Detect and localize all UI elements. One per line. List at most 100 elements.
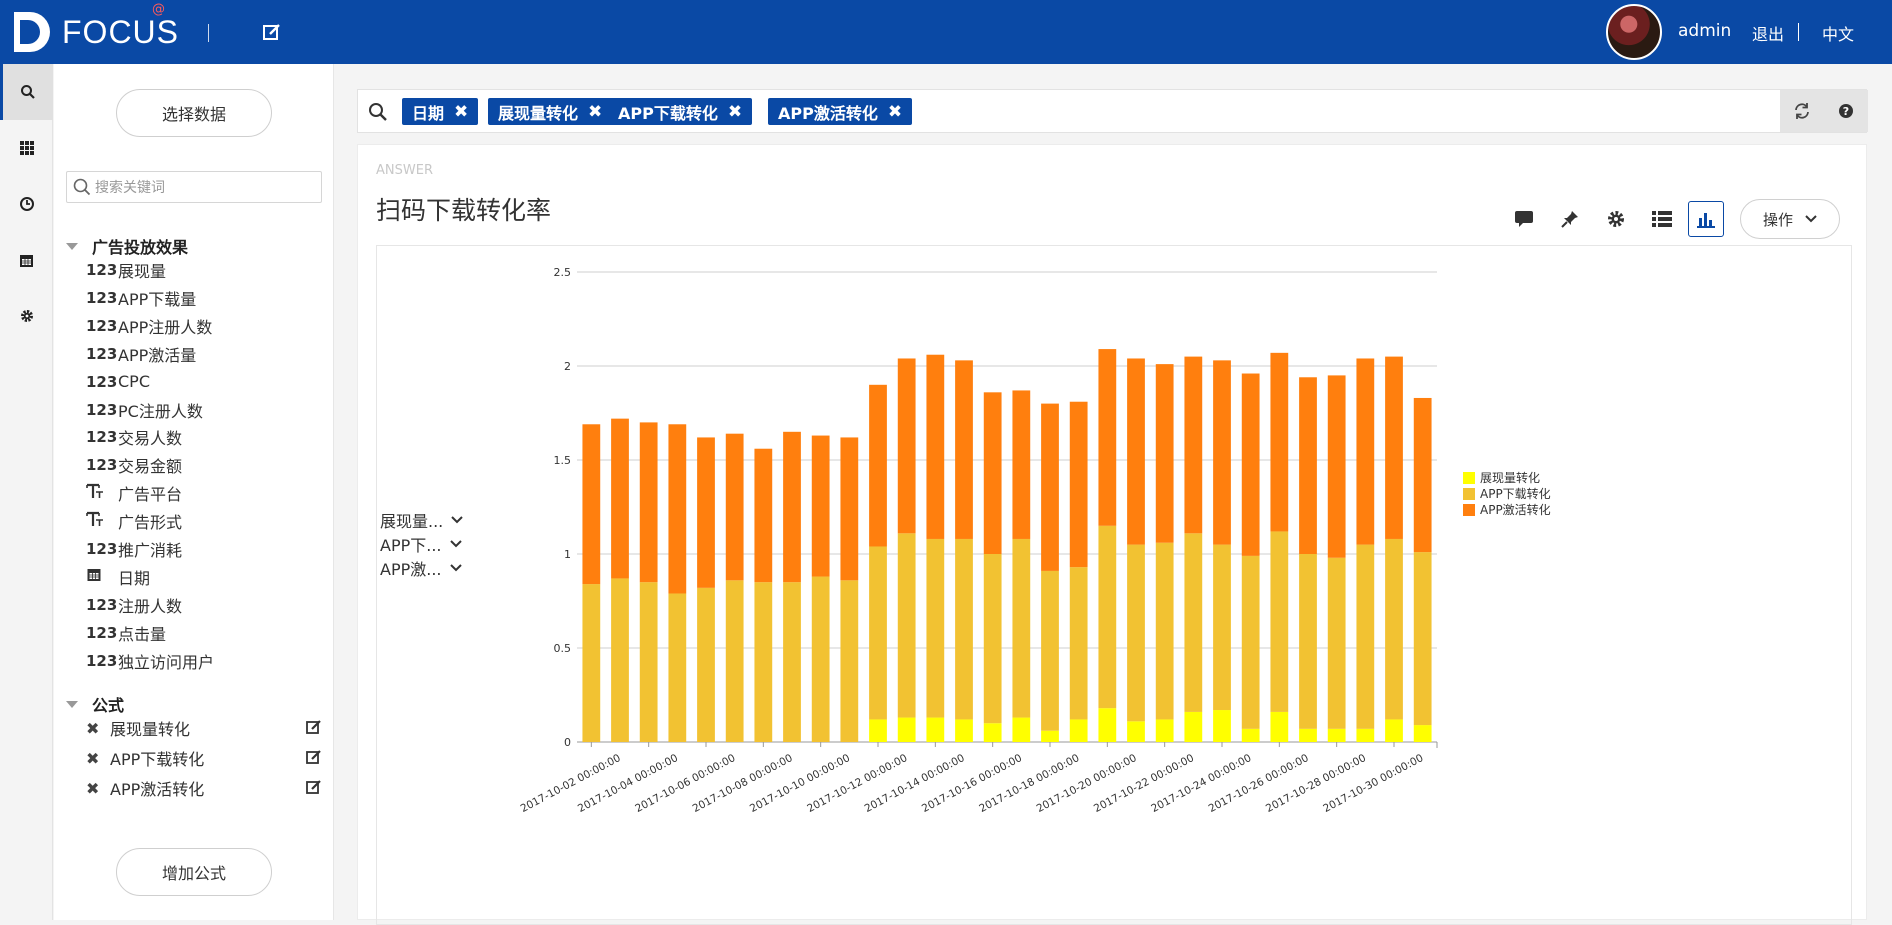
refresh-button[interactable] — [1780, 90, 1824, 132]
legend-label[interactable]: APP下载转化 — [1480, 486, 1551, 501]
legend-label[interactable]: APP激活转化 — [1480, 502, 1551, 517]
field-item[interactable]: 123 交易金额 — [86, 453, 182, 477]
legend-swatch[interactable] — [1463, 488, 1475, 500]
edit-icon[interactable] — [306, 749, 322, 765]
bar-segment[interactable] — [869, 546, 887, 720]
chart-view-button[interactable] — [1688, 201, 1724, 237]
bar-segment[interactable] — [1356, 358, 1375, 545]
remove-tag-icon[interactable]: ✖ — [727, 101, 743, 122]
help-button[interactable]: ? — [1824, 90, 1868, 132]
bar-segment[interactable] — [668, 593, 687, 742]
field-item[interactable]: 广告平台 — [86, 481, 182, 505]
bar-segment[interactable] — [1299, 728, 1317, 742]
field-item[interactable]: 广告形式 — [86, 509, 182, 533]
bar-segment[interactable] — [983, 554, 1002, 724]
bar-segment[interactable] — [1098, 349, 1117, 526]
bar-segment[interactable] — [1327, 375, 1346, 558]
bar-segment[interactable] — [926, 538, 945, 718]
rail-settings[interactable] — [0, 288, 53, 344]
rail-search[interactable] — [0, 64, 53, 120]
bar-segment[interactable] — [1184, 356, 1203, 534]
comment-button[interactable] — [1510, 205, 1538, 233]
field-item[interactable]: 123 点击量 — [86, 621, 166, 645]
bar-segment[interactable] — [1356, 544, 1375, 729]
bar-segment[interactable] — [1012, 717, 1031, 742]
bar-segment[interactable] — [1413, 552, 1432, 726]
bar-segment[interactable] — [1270, 531, 1289, 712]
bar-segment[interactable] — [1155, 542, 1174, 720]
bar-segment[interactable] — [1041, 403, 1059, 571]
bar-segment[interactable] — [725, 433, 744, 581]
bar-segment[interactable] — [1098, 708, 1117, 742]
logout-link[interactable]: 退出 — [1752, 25, 1785, 44]
bar-segment[interactable] — [869, 384, 887, 547]
field-item[interactable]: 123 独立访问用户 — [86, 649, 214, 673]
bar-segment[interactable] — [897, 533, 916, 718]
measure-selector[interactable]: 展现量... — [380, 508, 463, 532]
legend-swatch[interactable] — [1463, 504, 1475, 516]
group-formulas[interactable]: 公式 — [66, 692, 124, 716]
bar-segment[interactable] — [1356, 728, 1375, 742]
field-item[interactable]: 123 APP下载量 — [86, 286, 196, 310]
bar-segment[interactable] — [1327, 728, 1346, 742]
bar-segment[interactable] — [725, 580, 744, 742]
bar-segment[interactable] — [1069, 401, 1088, 568]
remove-formula-icon[interactable]: ✖ — [86, 748, 100, 768]
bar-segment[interactable] — [926, 354, 945, 539]
settings-button[interactable] — [1602, 205, 1630, 233]
remove-formula-icon[interactable]: ✖ — [86, 718, 100, 738]
query-tag[interactable]: APP下载转化 ✖ — [608, 98, 753, 125]
bar-segment[interactable] — [1241, 728, 1260, 742]
search-input[interactable] — [95, 178, 315, 198]
bar-segment[interactable] — [811, 576, 830, 742]
bar-segment[interactable] — [582, 584, 601, 742]
bar-segment[interactable] — [1385, 356, 1403, 539]
field-item[interactable]: 123 交易人数 — [86, 425, 182, 449]
field-item[interactable]: 日期 — [86, 565, 150, 589]
bar-segment[interactable] — [1041, 730, 1059, 742]
bar-segment[interactable] — [1241, 373, 1260, 556]
username[interactable]: admin — [1678, 21, 1732, 41]
bar-segment[interactable] — [611, 418, 629, 579]
logo[interactable]: FOCUS — [12, 10, 179, 54]
bar-segment[interactable] — [840, 580, 859, 742]
bar-segment[interactable] — [1127, 358, 1145, 545]
remove-tag-icon[interactable]: ✖ — [887, 101, 903, 122]
bar-segment[interactable] — [1413, 397, 1432, 553]
bar-segment[interactable] — [754, 448, 773, 583]
edit-icon[interactable] — [306, 779, 322, 795]
field-item[interactable]: 123 APP注册人数 — [86, 314, 212, 338]
bar-segment[interactable] — [783, 582, 801, 742]
query-tag[interactable]: APP激活转化 ✖ — [768, 98, 913, 125]
query-tag[interactable]: 日期 ✖ — [402, 98, 479, 125]
measure-selector[interactable]: APP下... — [380, 532, 462, 556]
operations-dropdown[interactable]: 操作 — [1740, 199, 1840, 239]
query-tag[interactable]: 展现量转化 ✖ — [488, 98, 613, 125]
bar-segment[interactable] — [1327, 557, 1346, 729]
edit-icon[interactable] — [262, 22, 282, 42]
legend-swatch[interactable] — [1463, 472, 1475, 484]
bar-segment[interactable] — [1213, 360, 1231, 545]
bar-segment[interactable] — [1098, 525, 1117, 709]
bar-segment[interactable] — [983, 392, 1002, 554]
remove-tag-icon[interactable]: ✖ — [454, 101, 469, 122]
field-item[interactable]: 123 CPC — [86, 370, 150, 394]
field-item[interactable]: 123 推广消耗 — [86, 537, 182, 561]
bar-segment[interactable] — [1041, 570, 1059, 731]
bar-segment[interactable] — [697, 587, 715, 742]
bar-segment[interactable] — [1270, 352, 1289, 532]
remove-tag-icon[interactable]: ✖ — [588, 101, 603, 122]
bar-segment[interactable] — [611, 578, 629, 742]
edit-icon[interactable] — [306, 719, 322, 735]
bar-segment[interactable] — [926, 717, 945, 742]
formula-item[interactable]: ✖ 展现量转化 — [86, 715, 322, 741]
bar-segment[interactable] — [697, 437, 715, 588]
formula-item[interactable]: ✖ APP下载转化 — [86, 745, 322, 771]
bar-segment[interactable] — [1012, 390, 1031, 539]
bar-segment[interactable] — [1413, 725, 1432, 742]
select-data-button[interactable]: 选择数据 — [116, 89, 272, 137]
rail-apps[interactable] — [0, 120, 53, 176]
bar-segment[interactable] — [1241, 555, 1260, 729]
bar-segment[interactable] — [1299, 554, 1317, 729]
bar-segment[interactable] — [1299, 377, 1317, 554]
